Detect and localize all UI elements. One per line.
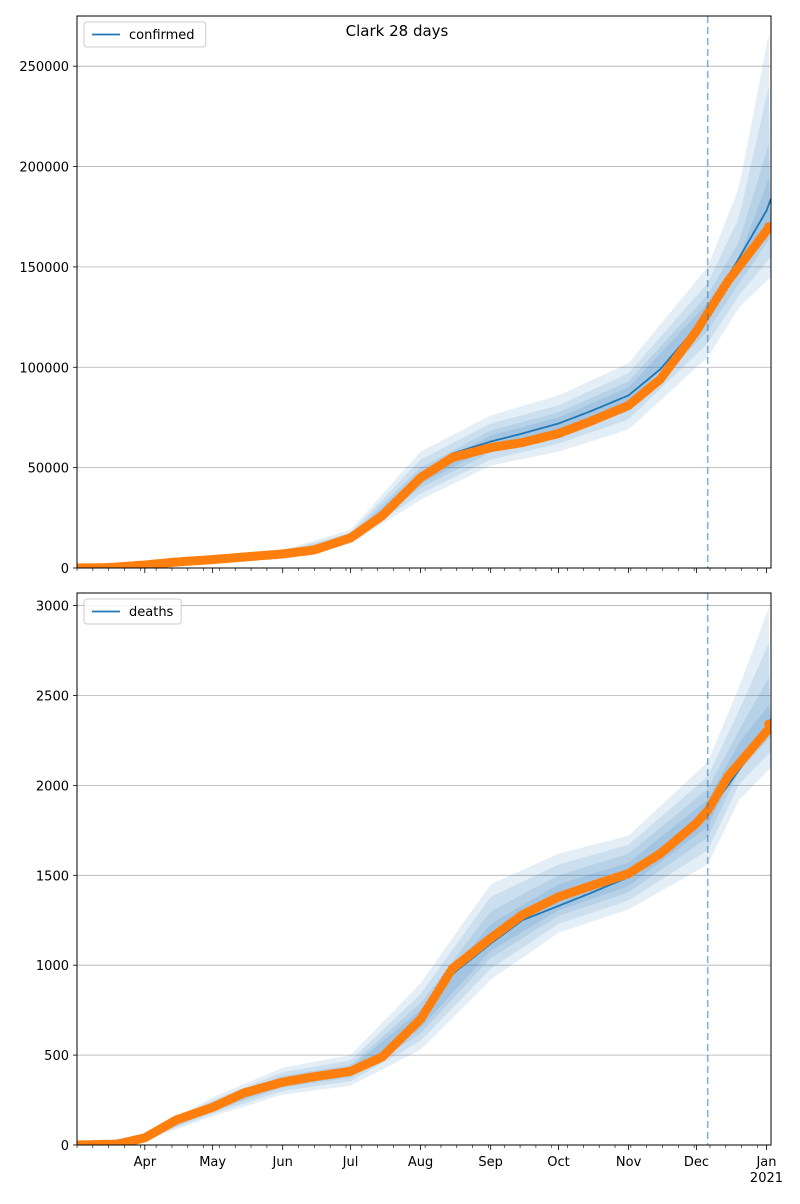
axes-frame — [76, 592, 772, 1146]
y-tick-label: 0 — [61, 562, 69, 577]
y-tick-label: 250000 — [19, 60, 69, 75]
uncertainty-band — [77, 143, 771, 568]
x-tick-label: Jun — [272, 1155, 293, 1170]
y-tick-label: 2000 — [36, 779, 69, 794]
figure-title: Clark 28 days — [346, 22, 449, 40]
y-tick-label: 100000 — [19, 361, 69, 376]
plot-area — [77, 33, 771, 568]
axes-frame — [76, 15, 772, 569]
plot-area — [77, 608, 771, 1145]
x-tick-label: Jan — [755, 1155, 776, 1170]
deaths-panel: 0 500 1000 1500 2000 2500 3000 Apr May Jun Jul Aug S… — [36, 592, 783, 1186]
x-year-label: 2021 — [750, 1171, 783, 1186]
observed-point — [764, 222, 771, 232]
uncertainty-band — [77, 33, 771, 568]
x-tick-label: Jul — [342, 1155, 359, 1170]
observed-point — [764, 719, 771, 729]
x-tick-label: Dec — [684, 1155, 709, 1170]
legend-box — [83, 21, 207, 48]
y-tick-label: 2500 — [36, 689, 69, 704]
y-tick-label: 1000 — [36, 959, 69, 974]
x-tick-label: Aug — [408, 1155, 433, 1170]
y-tick-label: 200000 — [19, 161, 69, 176]
confirmed-panel: 0 50000 100000 150000 200000 250000 confirmed — [19, 15, 772, 577]
legend: deaths — [83, 598, 182, 625]
observed-point — [761, 726, 771, 736]
legend-label: confirmed — [129, 28, 195, 43]
legend-label: deaths — [129, 605, 174, 620]
y-tick-label: 150000 — [19, 261, 69, 276]
legend: confirmed — [83, 21, 207, 48]
x-tick-label: Nov — [616, 1155, 642, 1170]
x-tick-label: Apr — [134, 1155, 157, 1170]
y-tick-label: 500 — [44, 1049, 69, 1064]
y-tick-label: 50000 — [28, 462, 69, 477]
uncertainty-band — [77, 608, 771, 1145]
y-tick-label: 3000 — [36, 600, 69, 615]
x-tick-label: Oct — [547, 1155, 569, 1170]
uncertainty-band — [77, 643, 771, 1145]
y-tick-label: 0 — [61, 1139, 69, 1154]
y-tick-label: 1500 — [36, 869, 69, 884]
x-tick-label: Sep — [478, 1155, 503, 1170]
x-tick-label: May — [199, 1155, 226, 1170]
legend-box — [83, 598, 182, 625]
